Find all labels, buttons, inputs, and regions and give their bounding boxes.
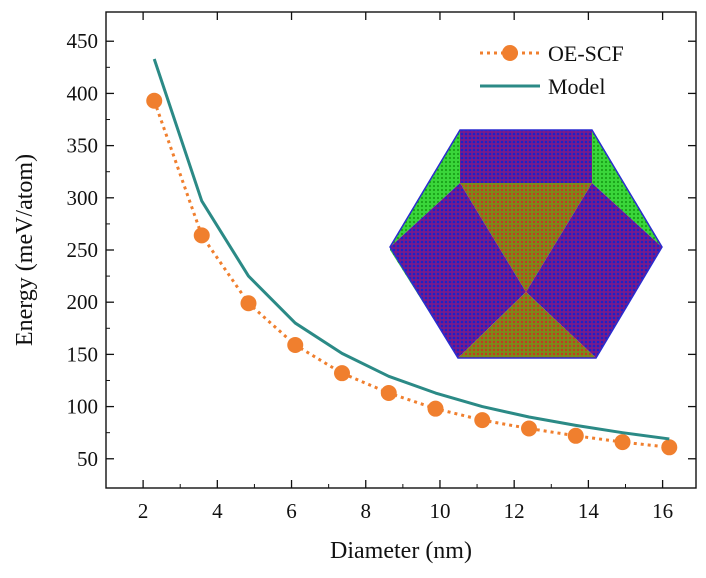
y-tick-label: 150 <box>67 342 99 366</box>
data-point-oe-scf <box>334 365 350 382</box>
y-axis-title: Energy (meV/atom) <box>12 154 38 346</box>
axis-ticks: 2 4 6 8 10 12 14 16 50 100 150 200 250 300 350 400 450 <box>67 12 696 523</box>
legend-label-model: Model <box>548 74 605 99</box>
legend-label-oe-scf: OE-SCF <box>548 41 624 66</box>
x-tick-label: 12 <box>504 499 525 523</box>
inset-face-left <box>390 183 526 358</box>
y-tick-label: 400 <box>67 81 99 105</box>
series-line-model <box>152 58 670 441</box>
y-tick-label: 50 <box>77 447 98 471</box>
data-point-oe-scf <box>521 420 538 437</box>
x-tick-label: 10 <box>429 499 450 523</box>
x-tick-label: 2 <box>138 499 149 523</box>
inset-face-top <box>460 130 592 183</box>
legend: OE-SCF Model <box>480 41 624 99</box>
y-tick-label: 250 <box>67 238 99 262</box>
series-line-oe-scf <box>152 100 670 449</box>
y-tick-label: 100 <box>67 395 99 419</box>
inset-outline <box>389 129 663 359</box>
data-point-oe-scf <box>567 427 584 444</box>
cuboctahedral-nanoparticle-inset <box>389 129 663 359</box>
data-point-oe-scf <box>287 336 304 353</box>
data-point-oe-scf <box>240 295 257 312</box>
y-tick-label: 200 <box>67 290 99 314</box>
inset-face-center-olive <box>460 183 592 292</box>
data-point-oe-scf <box>614 434 631 451</box>
series-layer <box>146 58 678 456</box>
data-point-oe-scf <box>380 385 397 402</box>
x-axis-title: Diameter (nm) <box>330 538 472 564</box>
data-point-oe-scf <box>661 439 678 456</box>
x-tick-label: 6 <box>286 499 297 523</box>
x-tick-label: 8 <box>360 499 371 523</box>
legend-marker-oe-scf <box>502 45 518 61</box>
y-tick-label: 300 <box>67 186 99 210</box>
data-point-oe-scf <box>427 400 444 417</box>
y-tick-label: 450 <box>67 29 99 53</box>
y-tick-label: 350 <box>67 134 99 158</box>
data-point-oe-scf <box>193 227 210 244</box>
x-tick-label: 14 <box>578 499 600 523</box>
data-point-oe-scf <box>474 412 491 429</box>
x-tick-label: 4 <box>212 499 223 523</box>
x-tick-label: 16 <box>652 499 673 523</box>
data-point-oe-scf <box>146 92 163 109</box>
inset-face-right <box>526 183 662 358</box>
inset-face-bottom-olive <box>458 292 596 358</box>
